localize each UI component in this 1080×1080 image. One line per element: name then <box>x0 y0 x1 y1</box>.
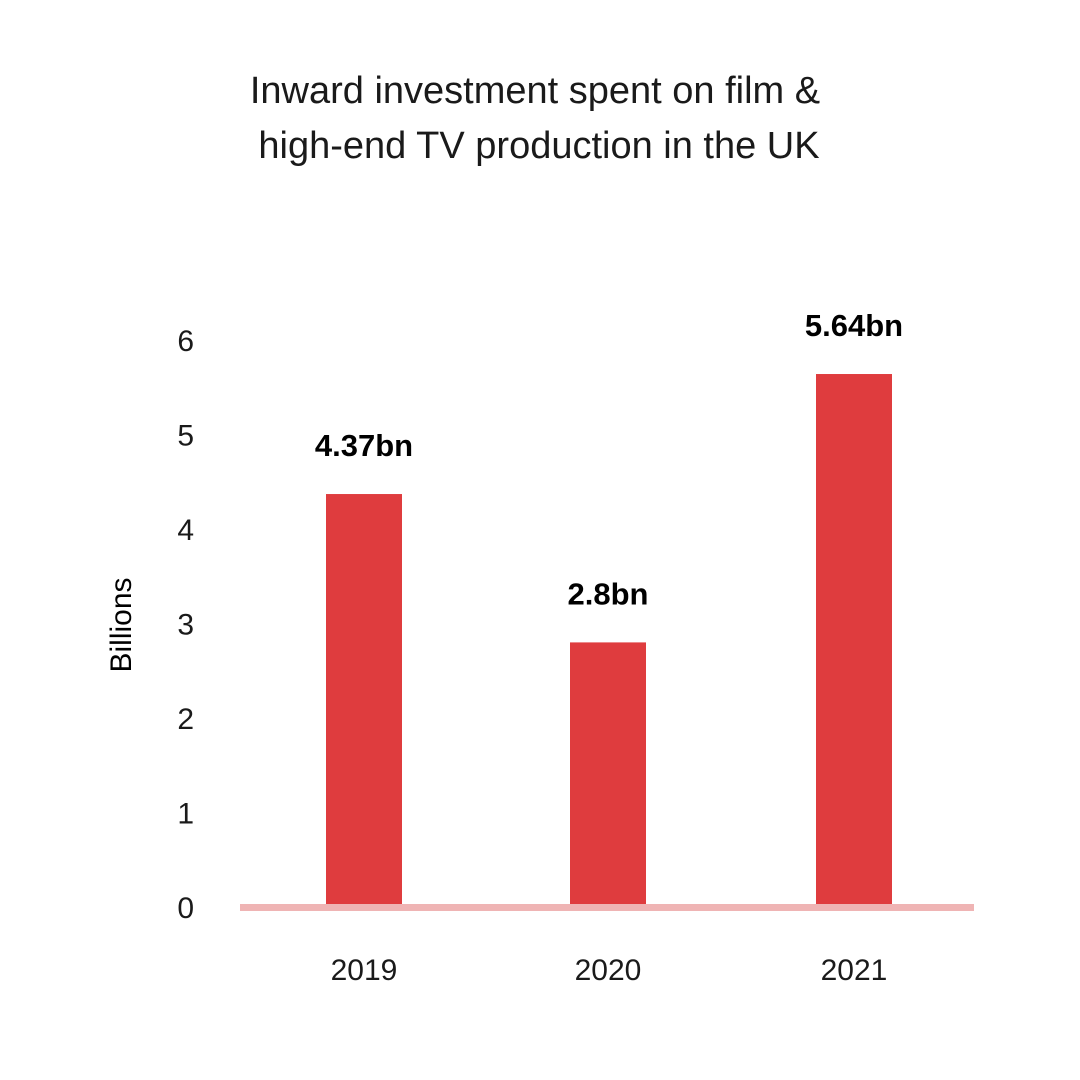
y-tick-label: 1 <box>177 798 194 831</box>
y-tick-label: 2 <box>177 703 194 736</box>
x-tick-label: 2021 <box>821 954 888 987</box>
data-label-2021: 5.64bn <box>805 308 903 343</box>
x-tick-label: 2019 <box>331 954 398 987</box>
y-axis-label: Billions <box>105 577 138 672</box>
bars-group <box>326 374 892 907</box>
data-label-2019: 4.37bn <box>315 428 413 463</box>
y-tick-label: 6 <box>177 325 194 358</box>
bar-2020 <box>570 642 646 907</box>
x-axis-baseline <box>240 904 974 911</box>
data-labels-group: 4.37bn 2.8bn 5.64bn <box>315 308 903 611</box>
x-axis-ticks: 2019 2020 2021 <box>331 954 888 987</box>
y-tick-label: 3 <box>177 609 194 642</box>
data-label-2020: 2.8bn <box>568 576 649 611</box>
y-axis-ticks: 0 1 2 3 4 5 6 <box>177 325 194 925</box>
chart-title-line-2: high-end TV production in the UK <box>258 125 819 167</box>
chart-title-line-1: Inward investment spent on film & <box>250 70 820 112</box>
bar-2019 <box>326 494 402 907</box>
bar-2021 <box>816 374 892 907</box>
y-tick-label: 4 <box>177 514 194 547</box>
x-tick-label: 2020 <box>575 954 642 987</box>
y-tick-label: 5 <box>177 420 194 453</box>
y-tick-label: 0 <box>177 892 194 925</box>
